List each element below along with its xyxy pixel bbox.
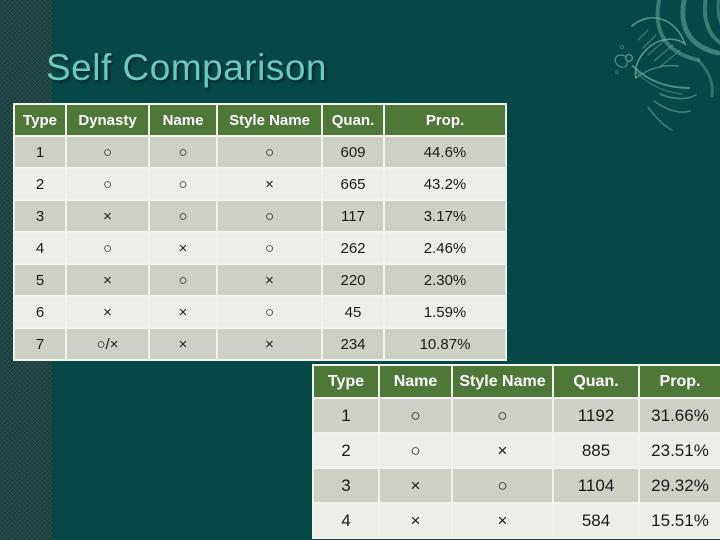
table-row: 6 × × ○ 45 1.59% [15,297,505,327]
table-cell: × [380,504,451,537]
table-cell: ○ [453,469,552,502]
table-row: 2 ○ ○ × 665 43.2% [15,169,505,199]
table-cell: 15.51% [640,504,720,537]
table-cell: ○ [150,169,216,199]
table-cell: ○ [380,434,451,467]
table-cell: 2 [314,434,378,467]
header-row: Type Dynasty Name Style Name Quan. Prop. [15,105,505,135]
column-header: Prop. [640,366,720,397]
table-cell: ○ [218,137,321,167]
table-cell: ○/× [67,329,148,359]
table-row: 7 ○/× × × 234 10.87% [15,329,505,359]
table-cell: 44.6% [385,137,505,167]
column-header: Quan. [554,366,638,397]
table-cell: ○ [67,169,148,199]
table-cell: × [67,297,148,327]
table-row: 4 ○ × ○ 262 2.46% [15,233,505,263]
table-cell: 2.30% [385,265,505,295]
table-cell: 1 [314,399,378,432]
table-cell: ○ [218,233,321,263]
table-cell: 45 [323,297,383,327]
column-header: Style Name [218,105,321,135]
table-cell: 31.66% [640,399,720,432]
table-row: 5 × ○ × 220 2.30% [15,265,505,295]
table-cell: 3 [314,469,378,502]
table-cell: ○ [218,201,321,231]
table-cell: ○ [453,399,552,432]
table-cell: 262 [323,233,383,263]
table-cell: ○ [67,137,148,167]
comparison-table-1: Type Dynasty Name Style Name Quan. Prop. 1 ○ ○ ○… [13,103,507,361]
column-header: Prop. [385,105,505,135]
column-header: Quan. [323,105,383,135]
table-cell: 1 [15,137,65,167]
table-cell: 2.46% [385,233,505,263]
column-header: Type [314,366,378,397]
table-cell: × [150,329,216,359]
table-cell: 3.17% [385,201,505,231]
table-cell: ○ [67,233,148,263]
table-cell: 3 [15,201,65,231]
table-cell: 885 [554,434,638,467]
table-cell: ○ [150,137,216,167]
comparison-table-1-container: Type Dynasty Name Style Name Quan. Prop. 1 ○ ○ ○… [13,103,507,361]
table-cell: × [218,169,321,199]
table-row: 1 ○ ○ ○ 609 44.6% [15,137,505,167]
table-cell: × [218,265,321,295]
table-cell: × [218,329,321,359]
table-row: 4 × × 584 15.51% [314,504,720,537]
table-cell: 665 [323,169,383,199]
column-header: Dynasty [67,105,148,135]
table-cell: 23.51% [640,434,720,467]
table-cell: ○ [150,265,216,295]
table-cell: ○ [150,201,216,231]
table-cell: 7 [15,329,65,359]
table-cell: ○ [380,399,451,432]
table-cell: × [453,434,552,467]
column-header: Style Name [453,366,552,397]
slide-title: Self Comparison [46,47,328,88]
table-cell: × [67,201,148,231]
table-cell: 4 [15,233,65,263]
header-row: Type Name Style Name Quan. Prop. [314,366,720,397]
table-row: 3 × ○ 1104 29.32% [314,469,720,502]
table-cell: 43.2% [385,169,505,199]
table-cell: × [150,233,216,263]
table-cell: 117 [323,201,383,231]
table-cell: × [150,297,216,327]
table-cell: ○ [218,297,321,327]
table-row: 1 ○ ○ 1192 31.66% [314,399,720,432]
table-cell: 29.32% [640,469,720,502]
table-cell: 1104 [554,469,638,502]
table-cell: 2 [15,169,65,199]
table-cell: 4 [314,504,378,537]
comparison-table-2: Type Name Style Name Quan. Prop. 1 ○ ○ 1192 31.6… [312,364,720,539]
table-cell: 234 [323,329,383,359]
table-cell: 5 [15,265,65,295]
table-cell: × [67,265,148,295]
table-cell: 584 [554,504,638,537]
comparison-table-2-container: Type Name Style Name Quan. Prop. 1 ○ ○ 1192 31.6… [312,364,720,539]
table-cell: 1.59% [385,297,505,327]
phoenix-flourish-icon [614,0,720,131]
table-row: 2 ○ × 885 23.51% [314,434,720,467]
table-row: 3 × ○ ○ 117 3.17% [15,201,505,231]
table-cell: 220 [323,265,383,295]
column-header: Name [150,105,216,135]
column-header: Type [15,105,65,135]
table-cell: 6 [15,297,65,327]
table-cell: 1192 [554,399,638,432]
table-cell: 10.87% [385,329,505,359]
table-cell: 609 [323,137,383,167]
table-cell: × [380,469,451,502]
table-cell: × [453,504,552,537]
column-header: Name [380,366,451,397]
